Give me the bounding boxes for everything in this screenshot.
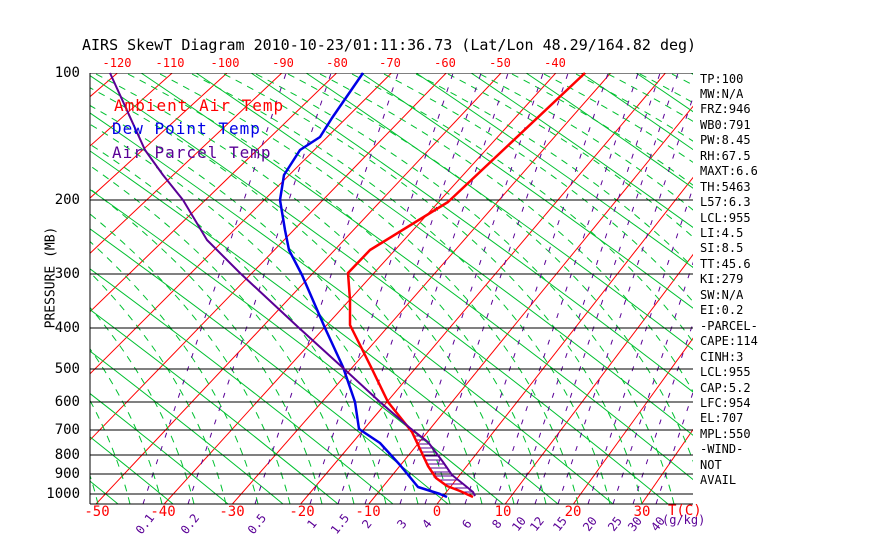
top-temp-label--60: -60 [434, 56, 456, 70]
bottom-temp-label--50: -50 [84, 504, 110, 520]
stat-line-frz-946: FRZ:946 [700, 102, 751, 117]
stat-line-wb0-791: WB0:791 [700, 117, 751, 132]
bottom-temp-label-10: 10 [494, 504, 512, 520]
stat-line-maxt-6-6: MAXT:6.6 [700, 164, 758, 179]
pressure-tick-700: 700 [54, 422, 80, 438]
legend-air-parcel-temp: Air Parcel Temp [112, 143, 272, 162]
stat-line-el-707: EL:707 [700, 411, 744, 426]
stat-line-lcl-955: LCL:955 [700, 210, 751, 225]
top-temp-label--40: -40 [544, 56, 566, 70]
temp-unit-label: T(C) [668, 503, 702, 519]
stat-line-avail: AVAIL [700, 473, 737, 488]
stat-line-lcl-955: LCL:955 [700, 365, 751, 380]
top-temp-label--80: -80 [326, 56, 348, 70]
top-temp-label--120: -120 [102, 56, 132, 70]
stat-line-mw-n-a: MW:N/A [700, 86, 744, 101]
bottom-temp-label-0: 0 [432, 504, 442, 520]
top-temp-label--100: -100 [210, 56, 240, 70]
pressure-tick-300: 300 [54, 266, 80, 282]
stat-line-pw-8-45: PW:8.45 [700, 133, 751, 148]
pressure-tick-100: 100 [54, 65, 80, 81]
stat-line-si-8-5: SI:8.5 [700, 241, 744, 256]
bottom-temp-label--20: -20 [289, 504, 315, 520]
pressure-tick-1000: 1000 [46, 486, 80, 502]
stat-line-cap-5-2: CAP:5.2 [700, 380, 751, 395]
pressure-tick-600: 600 [54, 394, 80, 410]
top-temp-label--70: -70 [379, 56, 401, 70]
bottom-temp-label--10: -10 [355, 504, 381, 520]
stat-line-mpl-550: MPL:550 [700, 426, 751, 441]
stat-line-tt-45-6: TT:45.6 [700, 256, 751, 271]
stat-line--wind-: -WIND- [700, 442, 744, 457]
stat-line-sw-n-a: SW:N/A [700, 287, 744, 302]
pressure-tick-800: 800 [54, 447, 80, 463]
legend-ambient-air-temp: Ambient Air Temp [114, 96, 285, 115]
stat-line-ki-279: KI:279 [700, 272, 744, 287]
bottom-temp-label-20: 20 [564, 504, 582, 520]
stat-line-not: NOT [700, 457, 722, 472]
pressure-tick-400: 400 [54, 320, 80, 336]
stat-line-lfc-954: LFC:954 [700, 395, 751, 410]
bottom-temp-label-30: 30 [633, 504, 651, 520]
top-temp-label--110: -110 [155, 56, 185, 70]
bottom-temp-label--30: -30 [219, 504, 245, 520]
stat-line--parcel-: -PARCEL- [700, 318, 758, 333]
legend-dew-point-temp: Dew Point Temp [112, 119, 261, 138]
mixing-unit-label: (g/kg) [662, 513, 706, 527]
stat-line-li-4-5: LI:4.5 [700, 226, 744, 240]
stat-line-ei-0-2: EI:0.2 [700, 303, 744, 318]
stat-line-tp-100: TP:100 [700, 71, 744, 86]
chart-title: AIRS SkewT Diagram 2010-10-23/01:11:36.7… [82, 36, 697, 54]
stat-line-l57-6-3: L57:6.3 [700, 195, 751, 210]
bottom-temp-label--40: -40 [150, 504, 176, 520]
pressure-tick-200: 200 [54, 192, 80, 208]
stat-line-cape-114: CAPE:114 [700, 334, 758, 349]
stat-line-th-5463: TH:5463 [700, 179, 751, 194]
stat-line-rh-67-5: RH:67.5 [700, 148, 751, 163]
top-temp-label--90: -90 [272, 56, 294, 70]
stat-line-cinh-3: CINH:3 [700, 349, 744, 364]
pressure-tick-900: 900 [54, 466, 80, 482]
top-temp-label--50: -50 [489, 56, 511, 70]
pressure-tick-500: 500 [54, 361, 80, 377]
